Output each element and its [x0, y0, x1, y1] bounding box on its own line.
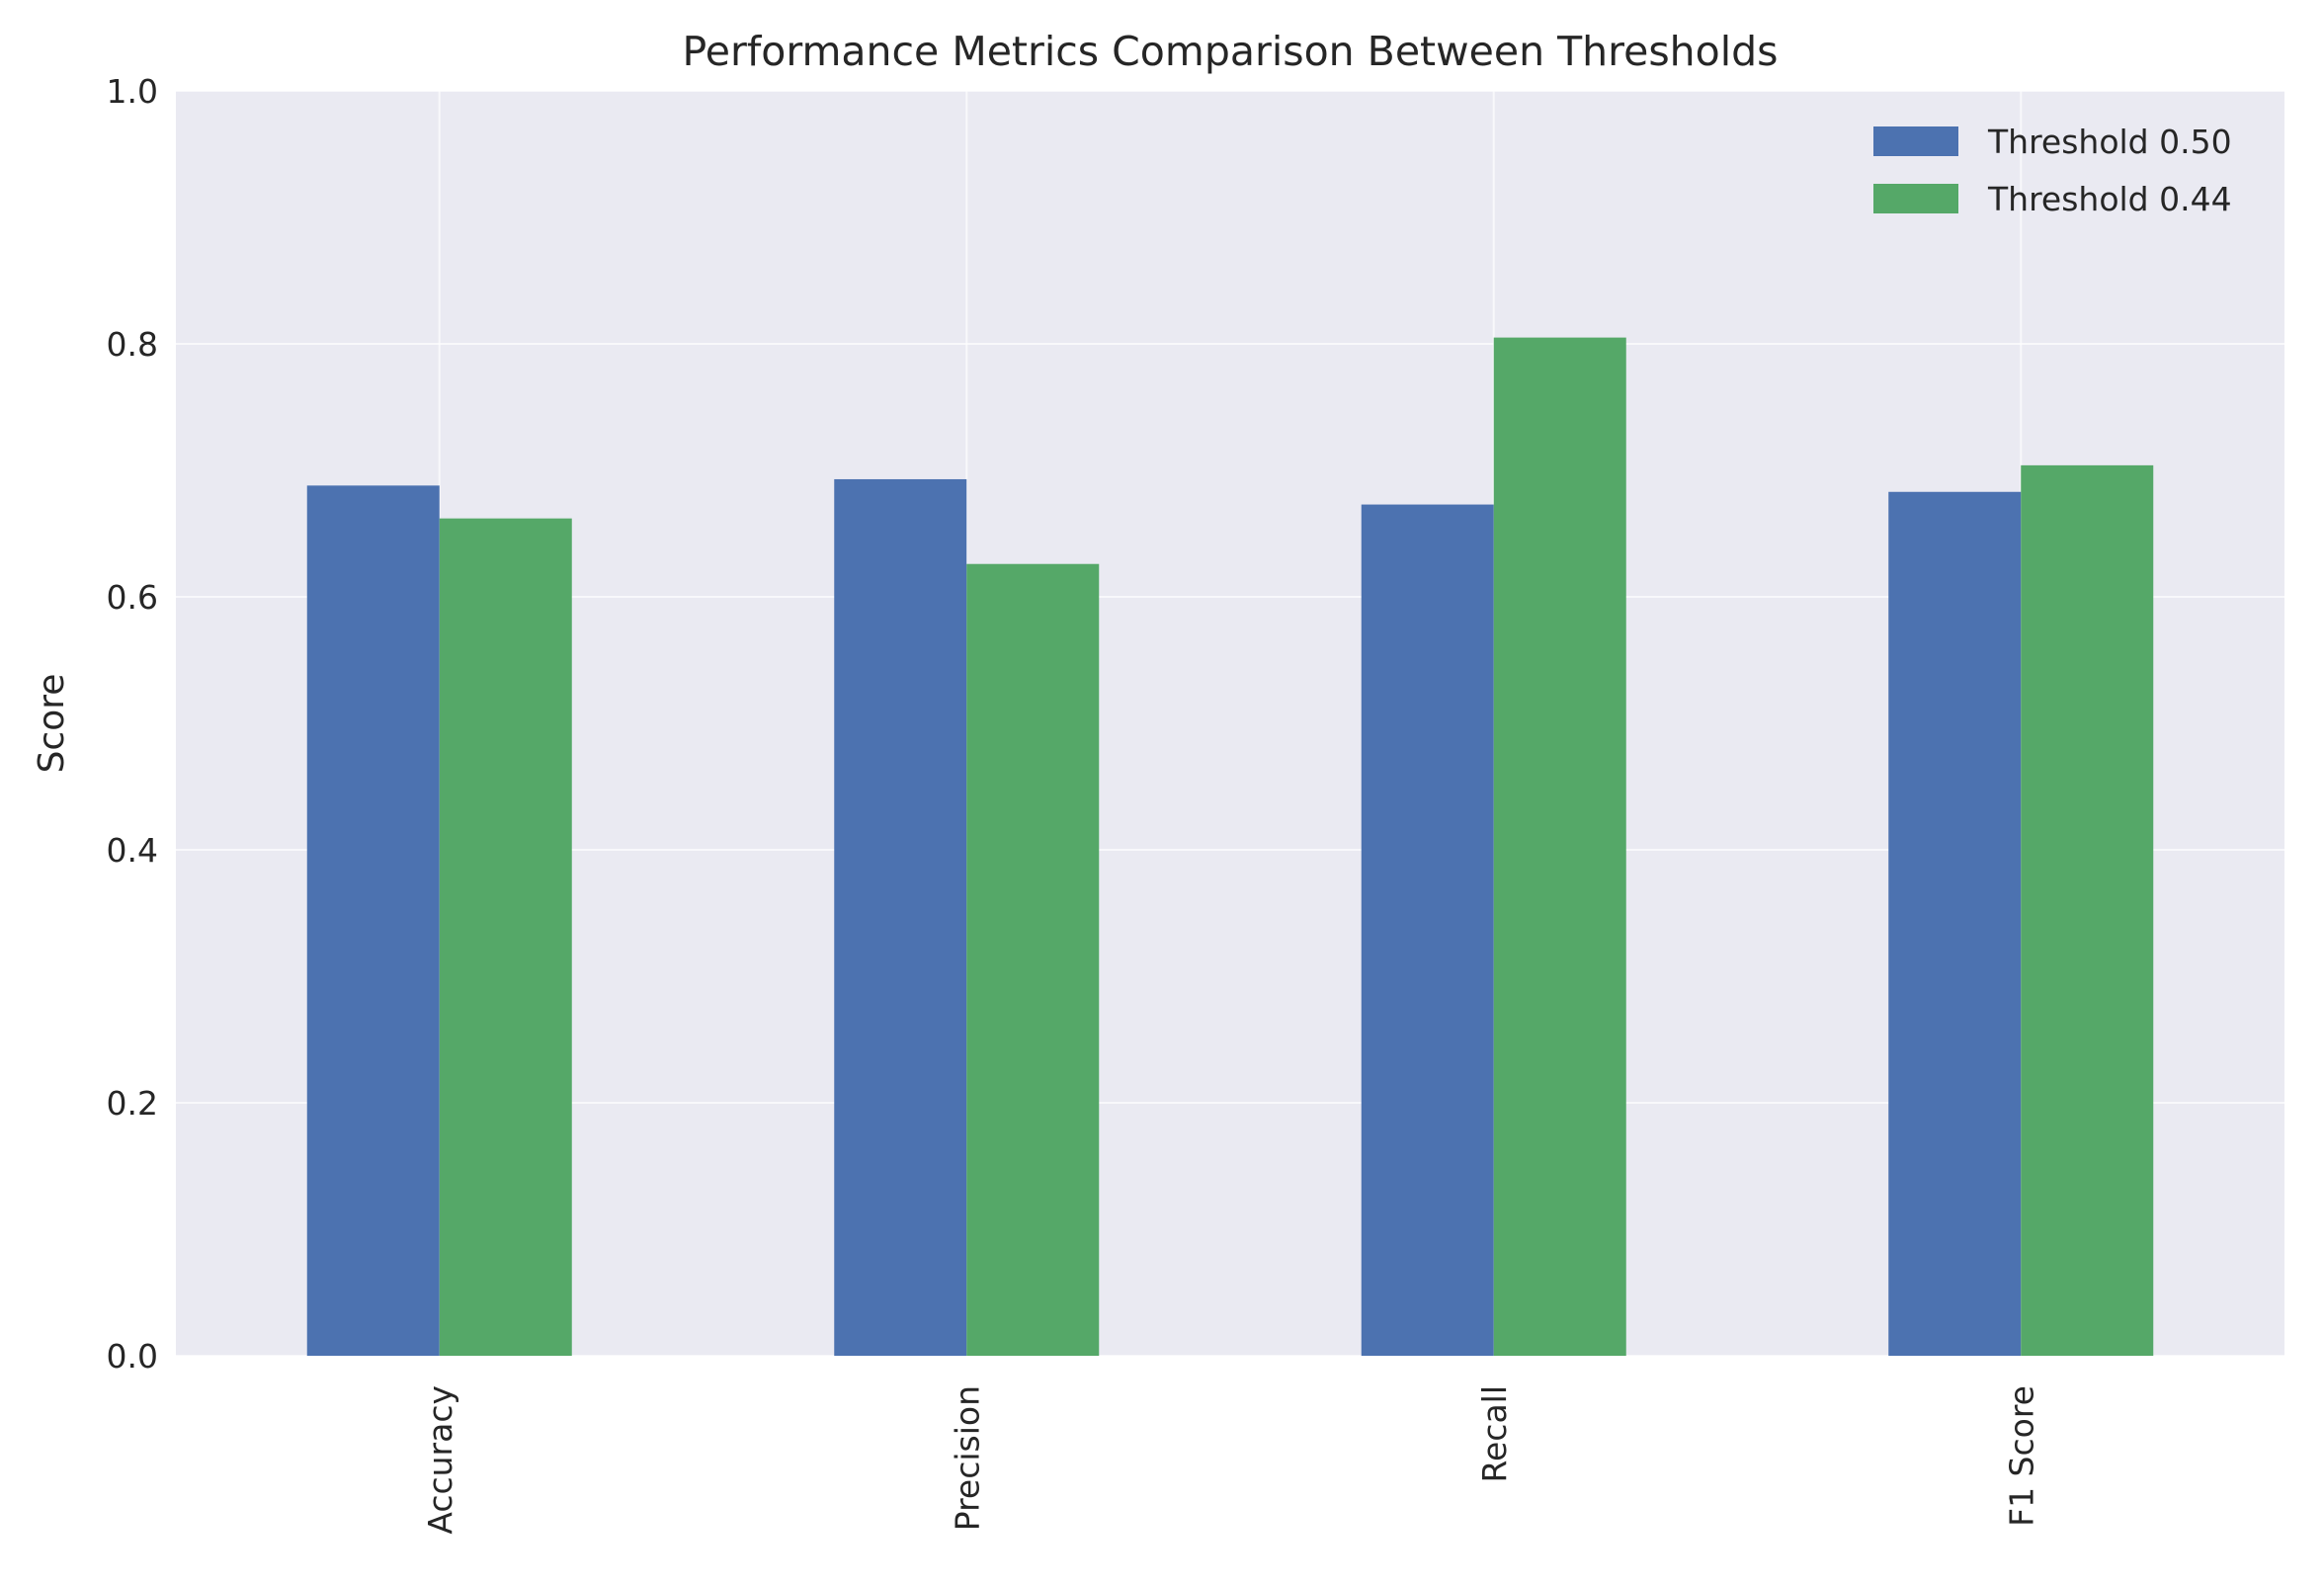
y-tick-label: 0.6 [107, 578, 158, 617]
legend-swatch [1873, 184, 1958, 213]
x-tick-label: F1 Score [2002, 1385, 2040, 1527]
y-axis-label: Score [32, 674, 72, 774]
y-tick-label: 1.0 [107, 72, 158, 111]
y-tick-label: 0.8 [107, 325, 158, 364]
x-tick-label: Accuracy [421, 1385, 459, 1535]
y-tick-label: 0.4 [107, 831, 158, 870]
y-tick-label: 0.0 [107, 1337, 158, 1376]
legend-label: Threshold 0.44 [1987, 180, 2232, 218]
bar-accuracy-series-1 [306, 485, 440, 1356]
legend-swatch [1873, 126, 1958, 156]
chart-title: Performance Metrics Comparison Between T… [682, 28, 1778, 75]
bars [306, 337, 2154, 1357]
bar-f1-score-series-2 [2021, 464, 2154, 1356]
bar-recall-series-1 [1361, 504, 1494, 1356]
bar-accuracy-series-2 [439, 518, 572, 1356]
y-axis: 0.0 0.2 0.4 0.6 0.8 1.0 [107, 72, 158, 1376]
x-tick-label: Precision [948, 1385, 986, 1531]
x-tick-label: Recall [1475, 1385, 1514, 1482]
bar-f1-score-series-1 [1888, 491, 2022, 1356]
legend: Threshold 0.50 Threshold 0.44 [1873, 123, 2232, 218]
bar-precision-series-2 [966, 563, 1100, 1356]
bar-recall-series-2 [1493, 337, 1626, 1357]
y-tick-label: 0.2 [107, 1084, 158, 1123]
bar-precision-series-1 [834, 478, 967, 1357]
legend-label: Threshold 0.50 [1987, 123, 2232, 161]
x-axis: Accuracy Precision Recall F1 Score [421, 1385, 2041, 1535]
